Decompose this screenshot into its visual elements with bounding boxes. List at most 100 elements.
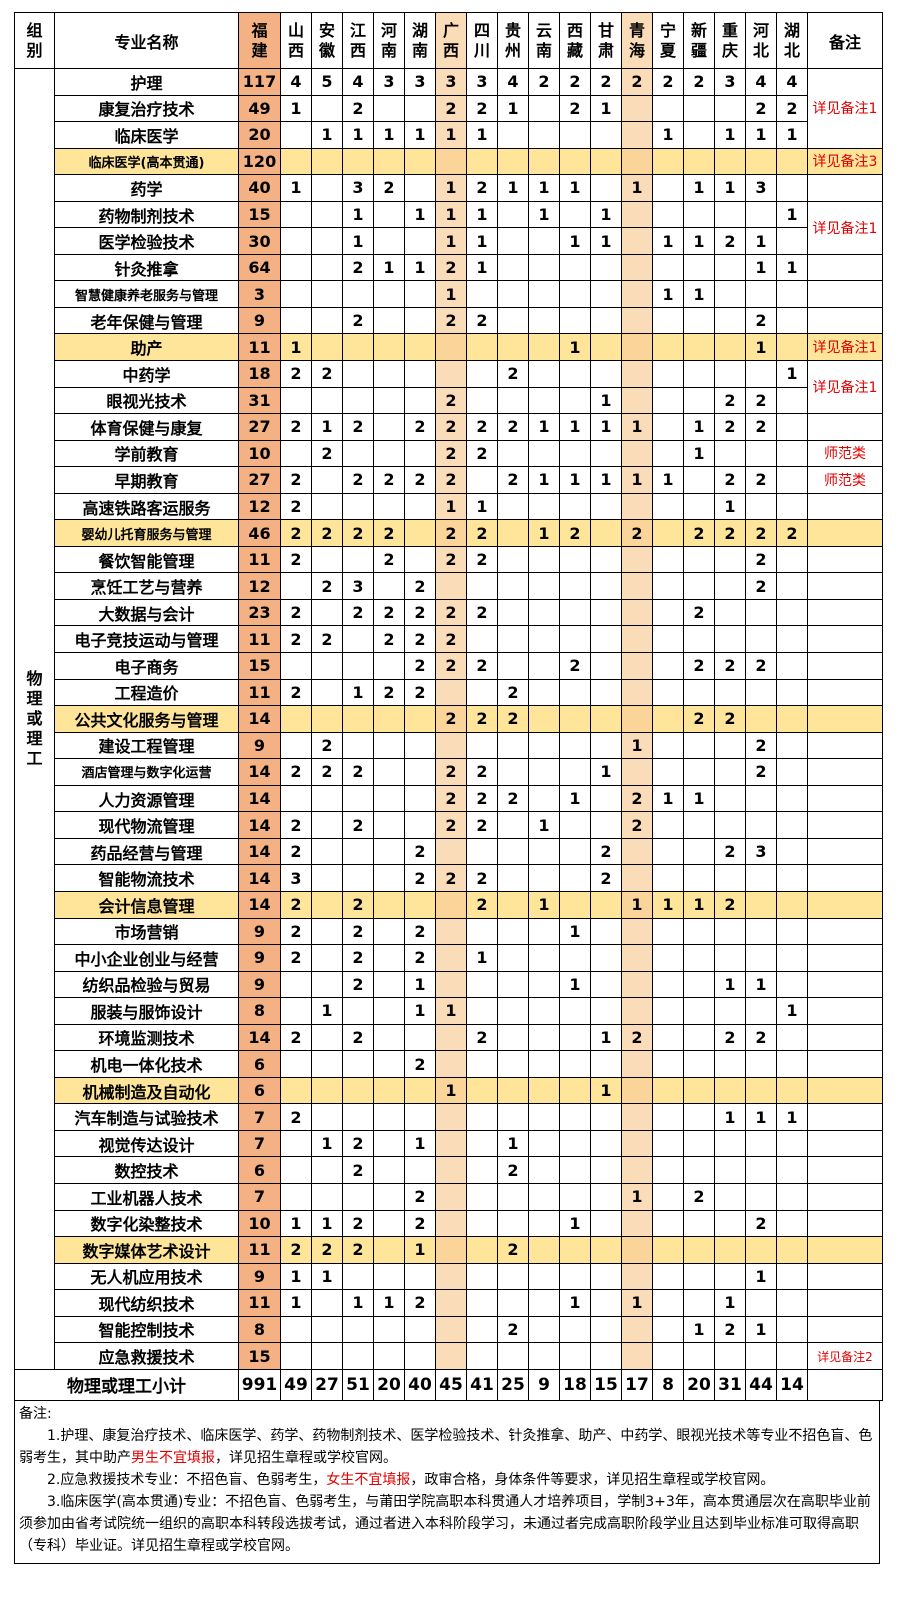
table-row: 视觉传达设计 7 1 2 1 1	[15, 1129, 883, 1158]
province-count	[714, 360, 746, 388]
province-count	[404, 1342, 436, 1370]
province-count: 2	[776, 94, 808, 123]
province-count	[621, 147, 653, 176]
province-count: 1	[280, 1289, 312, 1317]
province-count	[652, 997, 684, 1025]
province-count	[714, 200, 746, 229]
header-text: 专业名称	[114, 32, 179, 52]
province-count	[745, 944, 777, 972]
province-count	[528, 652, 560, 680]
province-count	[311, 386, 343, 415]
province-count	[466, 466, 498, 494]
province-count	[683, 492, 715, 521]
remark: 详见备注1	[807, 200, 883, 255]
province-count	[652, 360, 684, 388]
province-count	[342, 625, 374, 654]
table-row: 会计信息管理 14 2 2 2 1 1 1 1 2	[15, 890, 883, 919]
province-count	[373, 1342, 405, 1370]
province-count	[404, 306, 436, 335]
header-text: 贵州	[505, 20, 522, 60]
province-count: 1	[621, 174, 653, 202]
province-count	[652, 545, 684, 574]
province-count	[342, 652, 374, 680]
remark	[807, 1315, 883, 1344]
province-count: 2	[683, 1182, 715, 1211]
province-count	[466, 1103, 498, 1131]
province-count	[466, 386, 498, 415]
major-name: 智慧健康养老服务与管理	[54, 280, 239, 308]
subtotal-count: 15	[590, 1368, 622, 1401]
province-count	[652, 200, 684, 229]
province-count	[652, 253, 684, 282]
province-count	[745, 705, 777, 733]
province-count	[745, 1129, 777, 1158]
province-count	[621, 306, 653, 335]
province-count: 2	[373, 174, 405, 202]
subtotal-count: 20	[683, 1368, 715, 1401]
province-count: 1	[590, 200, 622, 229]
subtotal-count: 44	[745, 1368, 777, 1401]
province-count	[435, 1103, 467, 1131]
province-count: 1	[714, 1103, 746, 1131]
column-header: 湖北	[776, 12, 808, 69]
province-count	[621, 253, 653, 282]
province-count	[590, 1289, 622, 1317]
province-count: 2	[342, 466, 374, 494]
province-count: 1	[745, 253, 777, 282]
province-count	[621, 333, 653, 362]
province-count: 1	[404, 970, 436, 999]
province-count	[590, 1182, 622, 1211]
header-text: 宁夏	[660, 20, 677, 60]
remark	[807, 811, 883, 839]
province-count	[590, 306, 622, 335]
province-count: 2	[342, 598, 374, 627]
province-count: 2	[621, 811, 653, 839]
province-count: 2	[714, 227, 746, 255]
province-count: 3	[342, 572, 374, 600]
province-count	[497, 200, 529, 229]
province-count	[497, 439, 529, 468]
province-count	[528, 837, 560, 866]
note-text: 3.临床医学(高本贯通)专业：不招色盲、色弱考生，与莆田学院高职本科贯通人才培养…	[19, 1493, 871, 1554]
province-count: 1	[776, 360, 808, 388]
province-count	[497, 306, 529, 335]
province-count	[559, 386, 591, 415]
remark: 详见备注1	[807, 333, 883, 362]
province-count	[497, 837, 529, 866]
table-row: 高速铁路客运服务 12 2 1 1 1	[15, 492, 883, 521]
province-count	[311, 280, 343, 308]
province-count: 2	[280, 625, 312, 654]
province-count	[528, 1156, 560, 1184]
province-count: 2	[404, 625, 436, 654]
province-count	[342, 1342, 374, 1370]
province-count	[776, 811, 808, 839]
province-count: 4	[745, 68, 777, 96]
province-count	[621, 1076, 653, 1105]
province-count: 2	[404, 944, 436, 972]
province-count: 2	[342, 917, 374, 946]
province-count: 2	[342, 519, 374, 547]
major-name: 数字化染整技术	[54, 1209, 239, 1238]
province-count	[311, 837, 343, 866]
province-count	[714, 333, 746, 362]
subtotal-count: 17	[621, 1368, 653, 1401]
province-count	[621, 652, 653, 680]
province-count: 1	[280, 1262, 312, 1291]
province-count	[590, 1050, 622, 1078]
province-count	[404, 439, 436, 468]
province-count	[621, 572, 653, 600]
subtotal-fujian: 991	[238, 1368, 281, 1401]
province-count	[466, 1076, 498, 1105]
province-count	[776, 439, 808, 468]
province-count: 1	[466, 121, 498, 149]
major-name: 现代纺织技术	[54, 1289, 239, 1317]
table-row: 智能物流技术 14 3 2 2 2 2	[15, 864, 883, 892]
table-row: 现代纺织技术 11 1 1 1 2 1 1 1	[15, 1289, 883, 1317]
province-count: 2	[342, 1236, 374, 1264]
header-row: 组别 专业名称 福建 山西 安徽 江西 河南 湖南 广西 四川 贵州 云南 西藏 甘肃 青海 宁夏 新疆 重庆 河北…	[14, 12, 883, 69]
province-count	[590, 652, 622, 680]
province-count: 2	[745, 519, 777, 547]
province-count	[714, 572, 746, 600]
province-count: 3	[714, 68, 746, 96]
column-header: 湖南	[404, 12, 436, 69]
